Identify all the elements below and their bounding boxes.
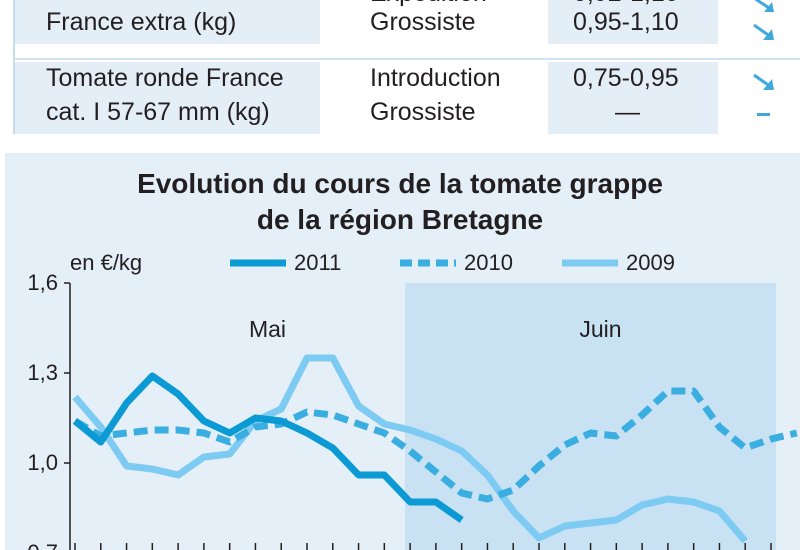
table-cell-product: France extra (kg) <box>46 8 237 36</box>
table-cell-price: 0,92-1,10 <box>573 0 679 10</box>
trend-flat-icon <box>757 113 770 116</box>
table-cell-product: Tomate ronde France <box>46 64 284 92</box>
chart-title-line-1: Evolution du cours de la tomate grappe <box>137 168 663 199</box>
series-line-2011 <box>72 372 464 523</box>
price-table: Expédition 0,92-1,10 France extra (kg) G… <box>0 0 800 138</box>
trend-down-icon <box>753 73 774 90</box>
table-row-divider <box>15 58 800 60</box>
legend-item-2009: 2009 <box>560 248 690 278</box>
table-left-border <box>13 0 15 134</box>
series-line-2009 <box>72 354 748 544</box>
y-tick-label: 0,7 <box>27 540 58 550</box>
legend-swatch-2010 <box>400 259 456 267</box>
cell-shade-product-r2 <box>15 62 320 134</box>
table-cell-stage: Introduction <box>370 64 501 92</box>
y-axis-unit-label: en €/kg <box>70 250 143 275</box>
y-tick-label: 1,0 <box>27 450 58 475</box>
legend-swatch-2009 <box>562 259 618 267</box>
month-label-juin: Juin <box>579 316 621 342</box>
trend-down-icon <box>754 0 774 12</box>
series-line-2010 <box>73 387 798 503</box>
trend-down-icon <box>753 23 774 40</box>
y-tick-label: 1,3 <box>27 360 58 385</box>
y-tick-label: 1,6 <box>27 270 58 295</box>
table-cell-price: — <box>615 98 640 126</box>
table-cell-product: cat. I 57-67 mm (kg) <box>46 98 270 126</box>
cell-shade-product-r1 <box>15 0 320 44</box>
table-cell-stage: Grossiste <box>370 98 476 126</box>
legend-item-2011: 2011 <box>228 248 358 278</box>
cell-shade-price-r1 <box>548 0 718 44</box>
chart-title-line-2: de la région Bretagne <box>256 204 544 235</box>
table-cell-price: 0,95-1,10 <box>573 8 679 36</box>
cell-shade-price-r2 <box>548 62 718 134</box>
table-cell-stage: Grossiste <box>370 8 476 36</box>
legend-label-2009: 2009 <box>626 250 675 275</box>
legend-label-2011: 2011 <box>294 250 342 275</box>
table-cell-stage: Expédition <box>370 0 487 10</box>
table-cell-price: 0,75-0,95 <box>573 64 679 92</box>
legend-label-2010: 2010 <box>464 250 513 275</box>
legend-item-2010: 2010 <box>398 248 528 278</box>
legend-swatch-2011 <box>230 259 286 267</box>
month-label-mai: Mai <box>249 316 286 342</box>
month-band-mai <box>70 283 405 550</box>
